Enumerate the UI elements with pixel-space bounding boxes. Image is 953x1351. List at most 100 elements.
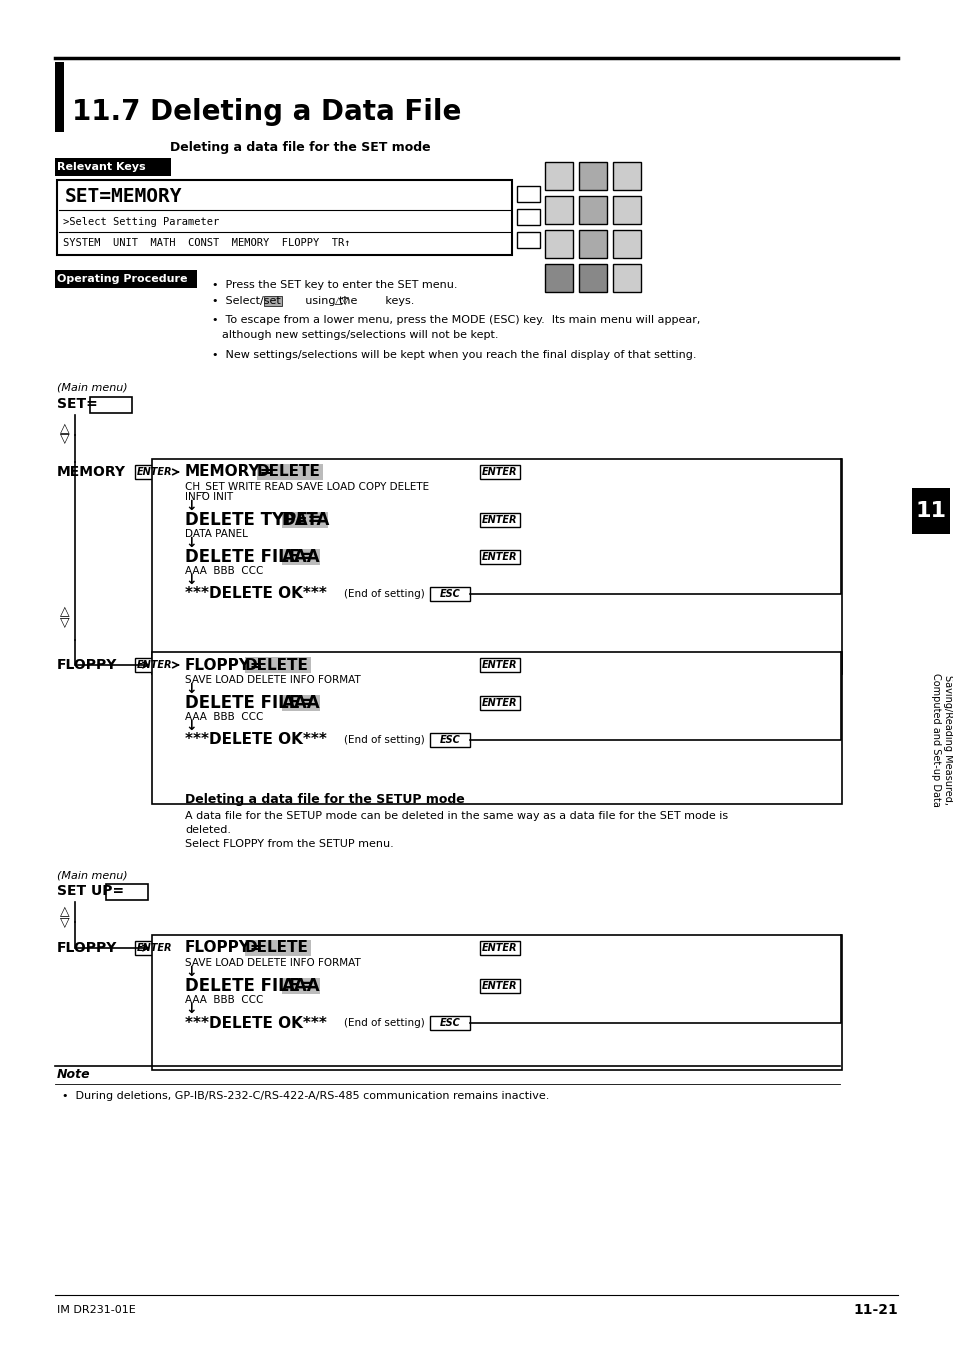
Bar xyxy=(282,978,319,994)
Text: △▽: △▽ xyxy=(335,296,350,305)
Text: Relevant Keys: Relevant Keys xyxy=(57,162,146,172)
Text: ↓: ↓ xyxy=(185,499,196,513)
Bar xyxy=(479,942,519,955)
Polygon shape xyxy=(583,238,601,253)
Text: ▽: ▽ xyxy=(60,432,70,446)
Bar xyxy=(245,657,311,673)
Text: △: △ xyxy=(60,905,70,919)
Text: •  Select/set       using the        keys.: • Select/set using the keys. xyxy=(212,296,414,305)
Text: (End of setting): (End of setting) xyxy=(344,1019,424,1028)
Bar xyxy=(430,586,470,601)
Text: ENTER: ENTER xyxy=(482,661,517,670)
Text: DELETE: DELETE xyxy=(245,940,309,955)
Text: ENTER: ENTER xyxy=(482,698,517,708)
Text: ENTER: ENTER xyxy=(137,943,172,952)
Bar xyxy=(578,230,606,258)
Text: 11-21: 11-21 xyxy=(852,1302,897,1317)
Bar xyxy=(578,263,606,292)
Bar xyxy=(479,658,519,671)
Text: Saving/Reading Measured,
Computed and Set-up Data: Saving/Reading Measured, Computed and Se… xyxy=(930,673,952,807)
Text: although new settings/selections will not be kept.: although new settings/selections will no… xyxy=(222,330,498,340)
Bar xyxy=(55,62,64,132)
Text: Operating Procedure: Operating Procedure xyxy=(57,274,188,284)
Bar xyxy=(613,162,640,190)
Text: DELETE: DELETE xyxy=(256,465,320,480)
Text: AAA: AAA xyxy=(282,694,320,712)
Text: △: △ xyxy=(60,605,70,619)
Text: MEMORY=: MEMORY= xyxy=(185,465,274,480)
Text: SAVE LOAD DELETE INFO FORMAT: SAVE LOAD DELETE INFO FORMAT xyxy=(185,676,360,685)
Bar xyxy=(613,230,640,258)
Bar xyxy=(152,935,841,1070)
Bar xyxy=(544,263,573,292)
Text: ***DELETE OK***: ***DELETE OK*** xyxy=(185,1016,327,1031)
Text: INFO INIT: INFO INIT xyxy=(185,492,233,503)
Bar xyxy=(517,232,539,249)
Text: ↓: ↓ xyxy=(185,965,196,979)
Text: SET=MEMORY: SET=MEMORY xyxy=(65,186,182,205)
Text: •  Press the SET key to enter the SET menu.: • Press the SET key to enter the SET men… xyxy=(212,280,457,290)
Text: (End of setting): (End of setting) xyxy=(344,735,424,744)
Text: SET=: SET= xyxy=(57,397,97,411)
Bar xyxy=(90,397,132,413)
Text: •  New settings/selections will be kept when you reach the final display of that: • New settings/selections will be kept w… xyxy=(212,350,696,359)
Text: ENTER: ENTER xyxy=(482,981,517,992)
Bar xyxy=(544,230,573,258)
Text: ***DELETE OK***: ***DELETE OK*** xyxy=(185,732,327,747)
Text: 11: 11 xyxy=(915,501,945,521)
Bar xyxy=(479,513,519,527)
Text: DELETE: DELETE xyxy=(245,658,309,673)
Text: AAA: AAA xyxy=(282,977,320,994)
Text: ↓: ↓ xyxy=(185,573,196,586)
Text: ENTER: ENTER xyxy=(137,467,172,477)
Bar xyxy=(282,694,319,711)
Text: (End of setting): (End of setting) xyxy=(344,589,424,598)
Text: DELETE FILE=: DELETE FILE= xyxy=(185,694,314,712)
Bar xyxy=(578,196,606,224)
Text: ***DELETE OK***: ***DELETE OK*** xyxy=(185,586,327,601)
Text: ENTER: ENTER xyxy=(482,943,517,952)
Text: IM DR231-01E: IM DR231-01E xyxy=(57,1305,135,1315)
Bar xyxy=(517,209,539,226)
Text: FLOPPY: FLOPPY xyxy=(57,658,117,671)
Text: FLOPPY=: FLOPPY= xyxy=(185,658,263,673)
Text: Deleting a data file for the SET mode: Deleting a data file for the SET mode xyxy=(170,142,430,154)
Text: ENTER: ENTER xyxy=(482,553,517,562)
Text: ESC: ESC xyxy=(439,589,460,598)
Bar xyxy=(135,942,174,955)
Bar xyxy=(135,658,174,671)
Text: ↓: ↓ xyxy=(185,536,196,550)
Bar xyxy=(613,196,640,224)
Text: A data file for the SETUP mode can be deleted in the same way as a data file for: A data file for the SETUP mode can be de… xyxy=(185,811,727,821)
Bar xyxy=(578,162,606,190)
Text: MEMORY: MEMORY xyxy=(57,465,126,480)
Text: AAA  BBB  CCC: AAA BBB CCC xyxy=(185,566,263,576)
Text: ESC: ESC xyxy=(439,735,460,744)
Bar xyxy=(430,734,470,747)
Text: ▽: ▽ xyxy=(60,616,70,628)
Bar xyxy=(544,162,573,190)
Bar xyxy=(479,550,519,563)
Text: AAA  BBB  CCC: AAA BBB CCC xyxy=(185,712,263,721)
Bar xyxy=(55,158,171,176)
Bar xyxy=(479,465,519,480)
Bar xyxy=(245,940,311,957)
Polygon shape xyxy=(583,168,601,184)
Text: ENTER: ENTER xyxy=(137,661,172,670)
Text: AAA: AAA xyxy=(282,549,320,566)
Text: Note: Note xyxy=(57,1067,91,1081)
Text: (Main menu): (Main menu) xyxy=(57,870,128,880)
Text: CH_SET WRITE READ SAVE LOAD COPY DELETE: CH_SET WRITE READ SAVE LOAD COPY DELETE xyxy=(185,481,429,493)
Text: DELETE TYPE=: DELETE TYPE= xyxy=(185,511,321,530)
Text: DATA PANEL: DATA PANEL xyxy=(185,530,248,539)
Text: •  During deletions, GP-IB/RS-232-C/RS-422-A/RS-485 communication remains inacti: • During deletions, GP-IB/RS-232-C/RS-42… xyxy=(62,1092,549,1101)
Bar xyxy=(517,186,539,203)
Text: 11.7 Deleting a Data File: 11.7 Deleting a Data File xyxy=(71,99,461,126)
Text: ESC: ESC xyxy=(439,1019,460,1028)
Text: SAVE LOAD DELETE INFO FORMAT: SAVE LOAD DELETE INFO FORMAT xyxy=(185,958,360,969)
Bar xyxy=(911,488,949,534)
Bar xyxy=(430,1016,470,1029)
Bar xyxy=(55,270,196,288)
Text: deleted.: deleted. xyxy=(185,825,231,835)
Text: DELETE FILE=: DELETE FILE= xyxy=(185,977,314,994)
